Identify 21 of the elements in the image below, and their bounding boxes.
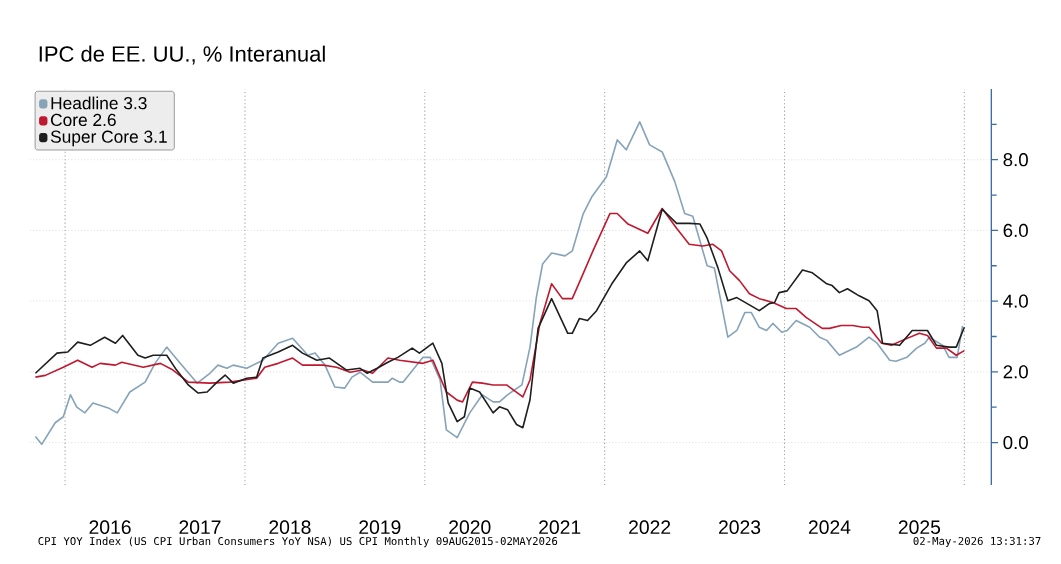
x-tick-label: 2020 [449, 520, 491, 535]
x-tick-label: 2022 [629, 520, 671, 535]
y-tick-label: 2.0 [1003, 365, 1028, 379]
x-tick-label: 2023 [719, 520, 761, 535]
y-tick-label: 0.0 [1003, 435, 1028, 450]
text: 02-May-2026 13:31:37 [913, 536, 1041, 548]
legend-label: Headline 3.3 [51, 96, 147, 110]
text: CPI YOY Index (US CPI Urban Consumers YoY NSA) US CPI Monthly 09AUG2015-02MAY2026 [38, 536, 558, 548]
x-tick-label: 2019 [359, 520, 401, 535]
y-tick-label: 4.0 [1003, 294, 1028, 308]
x-tick-label: 2017 [179, 520, 221, 535]
legend-label: Core 2.6 [50, 113, 116, 127]
chart-title: IPC de EE. UU., % Interanual [39, 45, 325, 65]
x-tick-label: 2018 [269, 520, 311, 535]
x-tick-label: 2021 [539, 520, 581, 535]
y-tick-label: 8.0 [1003, 153, 1028, 167]
x-tick-label: 2024 [808, 520, 851, 535]
x-tick-label: 2025 [898, 520, 941, 535]
y-tick-label: 6.0 [1003, 223, 1028, 238]
legend-label: Super Core 3.1 [50, 130, 167, 147]
x-tick-label: 2016 [89, 520, 131, 535]
